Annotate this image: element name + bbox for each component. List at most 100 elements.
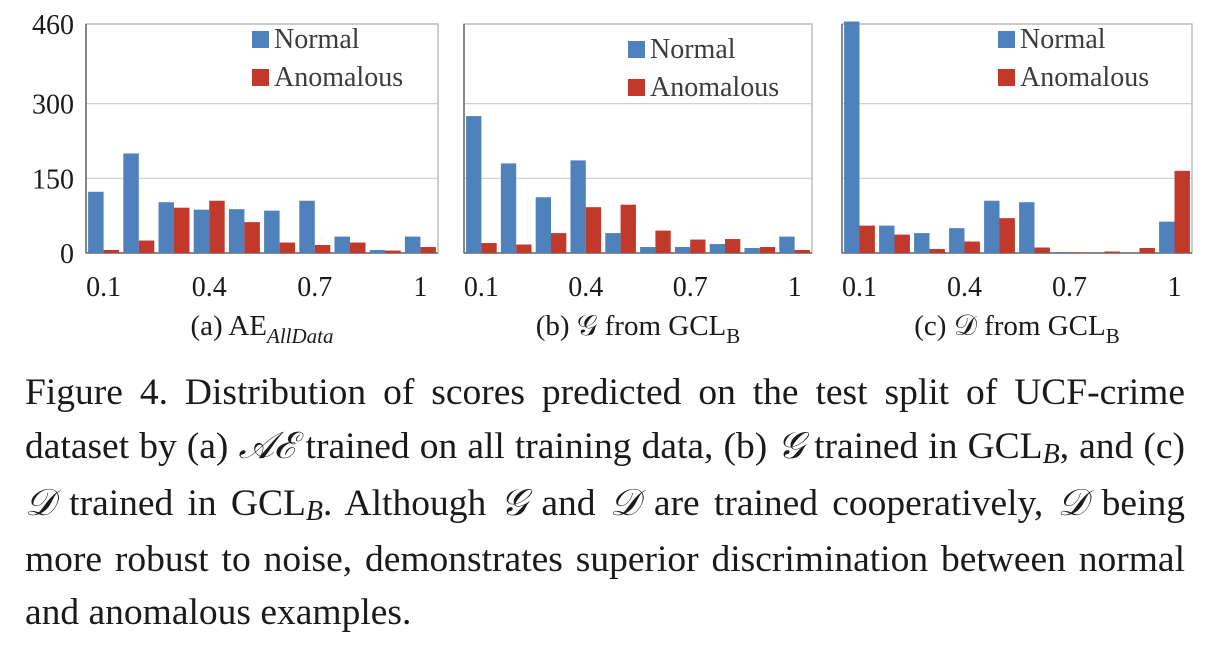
bar-anomalous-0.2 bbox=[138, 240, 155, 253]
caption-text: trained on all training data, (b) bbox=[295, 426, 778, 467]
bar-anomalous-0.8 bbox=[1104, 251, 1120, 253]
bar-anomalous-0.1 bbox=[103, 250, 120, 253]
bar-normal-0.2 bbox=[879, 225, 895, 253]
caption-text: trained in GCL bbox=[804, 426, 1043, 467]
bar-anomalous-0.6 bbox=[1034, 247, 1050, 253]
bar-normal-0.7 bbox=[299, 200, 315, 253]
bar-normal-0.5 bbox=[984, 200, 1000, 253]
panel-label: (a) AEAllData bbox=[191, 310, 334, 348]
caption-symbol-d: 𝒟 bbox=[1057, 480, 1088, 524]
bar-anomalous-0.1 bbox=[481, 243, 497, 253]
panel-label-subscript: B bbox=[1106, 324, 1120, 348]
bar-anomalous-0.7 bbox=[690, 239, 706, 253]
bar-anomalous-0.2 bbox=[894, 234, 910, 253]
caption-text: being more robust to noise, demonstrates… bbox=[25, 483, 1185, 633]
x-tick-label: 1 bbox=[1168, 272, 1182, 303]
x-tick-label: 0.7 bbox=[673, 272, 708, 303]
bar-normal-0.3 bbox=[914, 233, 930, 253]
bar-normal-1 bbox=[404, 236, 421, 253]
bar-anomalous-0.7 bbox=[314, 245, 331, 253]
bar-anomalous-0.4 bbox=[209, 200, 225, 253]
legend-label-anomalous: Anomalous bbox=[274, 62, 403, 93]
panel-label-subscript: AllData bbox=[265, 324, 334, 348]
legend-swatch-anomalous bbox=[998, 69, 1015, 86]
bar-anomalous-0.9 bbox=[1139, 248, 1155, 253]
y-tick-label: 150 bbox=[32, 164, 74, 195]
bar-anomalous-0.4 bbox=[964, 241, 980, 253]
bar-anomalous-0.8 bbox=[725, 239, 741, 253]
panel-label-main: (b) 𝒢 from GCL bbox=[536, 310, 727, 342]
bar-normal-0.6 bbox=[1019, 202, 1035, 253]
x-tick-label: 0.1 bbox=[86, 272, 121, 303]
panel-label: (b) 𝒢 from GCLB bbox=[536, 310, 741, 348]
legend-swatch-normal bbox=[252, 31, 269, 48]
bar-normal-0.1 bbox=[466, 116, 482, 253]
x-tick-label: 0.7 bbox=[297, 272, 332, 303]
legend-swatch-anomalous bbox=[628, 79, 645, 96]
bar-normal-1 bbox=[1159, 221, 1175, 253]
caption-symbol-g: 𝒢 bbox=[500, 480, 528, 524]
caption-text: trained in GCL bbox=[54, 483, 306, 524]
x-tick-label: 0.4 bbox=[192, 272, 227, 303]
x-tick-label: 1 bbox=[413, 272, 427, 303]
legend-label-normal: Normal bbox=[274, 24, 360, 55]
bar-anomalous-0.3 bbox=[174, 207, 190, 253]
bar-normal-0.2 bbox=[500, 163, 517, 253]
caption-symbol-ae: 𝒜ℰ bbox=[238, 423, 296, 467]
figure-charts: 0 150 300 460 0.1 0.4 0.7 1 Normal Anomalous (a) A… bbox=[32, 10, 1193, 348]
bar-anomalous-0.5 bbox=[244, 222, 260, 253]
bar-anomalous-0.8 bbox=[350, 242, 366, 253]
figure-caption: Figure 4. Distribution of scores predict… bbox=[25, 366, 1185, 639]
bar-anomalous-0.4 bbox=[585, 207, 602, 253]
y-tick-label: 0 bbox=[60, 239, 74, 270]
y-tick-label: 460 bbox=[32, 10, 74, 41]
bar-normal-0.1 bbox=[844, 21, 860, 254]
legend-label-anomalous: Anomalous bbox=[1020, 62, 1149, 93]
bar-normal-0.6 bbox=[264, 210, 280, 253]
caption-symbol-d: 𝒟 bbox=[25, 480, 55, 524]
bar-anomalous-0.9 bbox=[759, 247, 776, 253]
caption-symbol-g: 𝒢 bbox=[777, 423, 805, 467]
bar-anomalous-0.3 bbox=[551, 233, 567, 253]
y-tick-label: 300 bbox=[32, 90, 74, 121]
bar-normal-0.4 bbox=[570, 160, 586, 253]
bar-anomalous-0.3 bbox=[929, 249, 945, 253]
bar-anomalous-1 bbox=[420, 247, 436, 253]
x-tick-label: 0.7 bbox=[1052, 272, 1087, 303]
bar-anomalous-0.5 bbox=[620, 204, 636, 253]
caption-subscript: B bbox=[1042, 439, 1060, 470]
chart-panel-2 bbox=[463, 23, 813, 254]
x-tick-label: 0.1 bbox=[464, 272, 499, 303]
bar-normal-0.3 bbox=[158, 202, 174, 253]
bar-anomalous-1 bbox=[1174, 170, 1190, 253]
panel-label-main: (c) 𝒟 from GCL bbox=[914, 310, 1105, 342]
bar-normal-0.9 bbox=[744, 248, 760, 253]
bar-anomalous-0.6 bbox=[655, 230, 671, 253]
panel-label-main: (a) AE bbox=[191, 310, 268, 342]
legend-swatch-anomalous bbox=[252, 69, 269, 86]
panel-label-subscript: B bbox=[726, 324, 740, 348]
legend-swatch-normal bbox=[628, 41, 645, 58]
plot-frame bbox=[841, 23, 1193, 254]
bar-anomalous-0.1 bbox=[859, 225, 875, 253]
x-tick-label: 0.4 bbox=[568, 272, 603, 303]
x-tick-label: 0.1 bbox=[842, 272, 877, 303]
legend-swatch-normal bbox=[998, 31, 1015, 48]
bar-normal-0.2 bbox=[123, 153, 139, 253]
bar-normal-0.4 bbox=[949, 228, 965, 253]
bar-normal-0.6 bbox=[640, 247, 656, 253]
bar-normal-0.4 bbox=[193, 209, 210, 253]
bar-normal-0.1 bbox=[88, 191, 104, 253]
chart-panel-1 bbox=[85, 23, 439, 254]
bar-normal-0.5 bbox=[605, 233, 621, 253]
bar-anomalous-0.5 bbox=[999, 218, 1015, 253]
x-tick-label: 0.4 bbox=[947, 272, 982, 303]
bar-normal-0.3 bbox=[535, 197, 551, 253]
legend-label-normal: Normal bbox=[650, 34, 736, 65]
caption-text: Figure 4. Distribution of scores predict… bbox=[25, 372, 1185, 467]
x-tick-label: 1 bbox=[788, 272, 802, 303]
bar-anomalous-0.2 bbox=[516, 244, 532, 253]
caption-text: . Although bbox=[323, 483, 501, 524]
caption-text: , and (c) bbox=[1059, 426, 1185, 467]
bar-anomalous-0.9 bbox=[385, 250, 401, 253]
